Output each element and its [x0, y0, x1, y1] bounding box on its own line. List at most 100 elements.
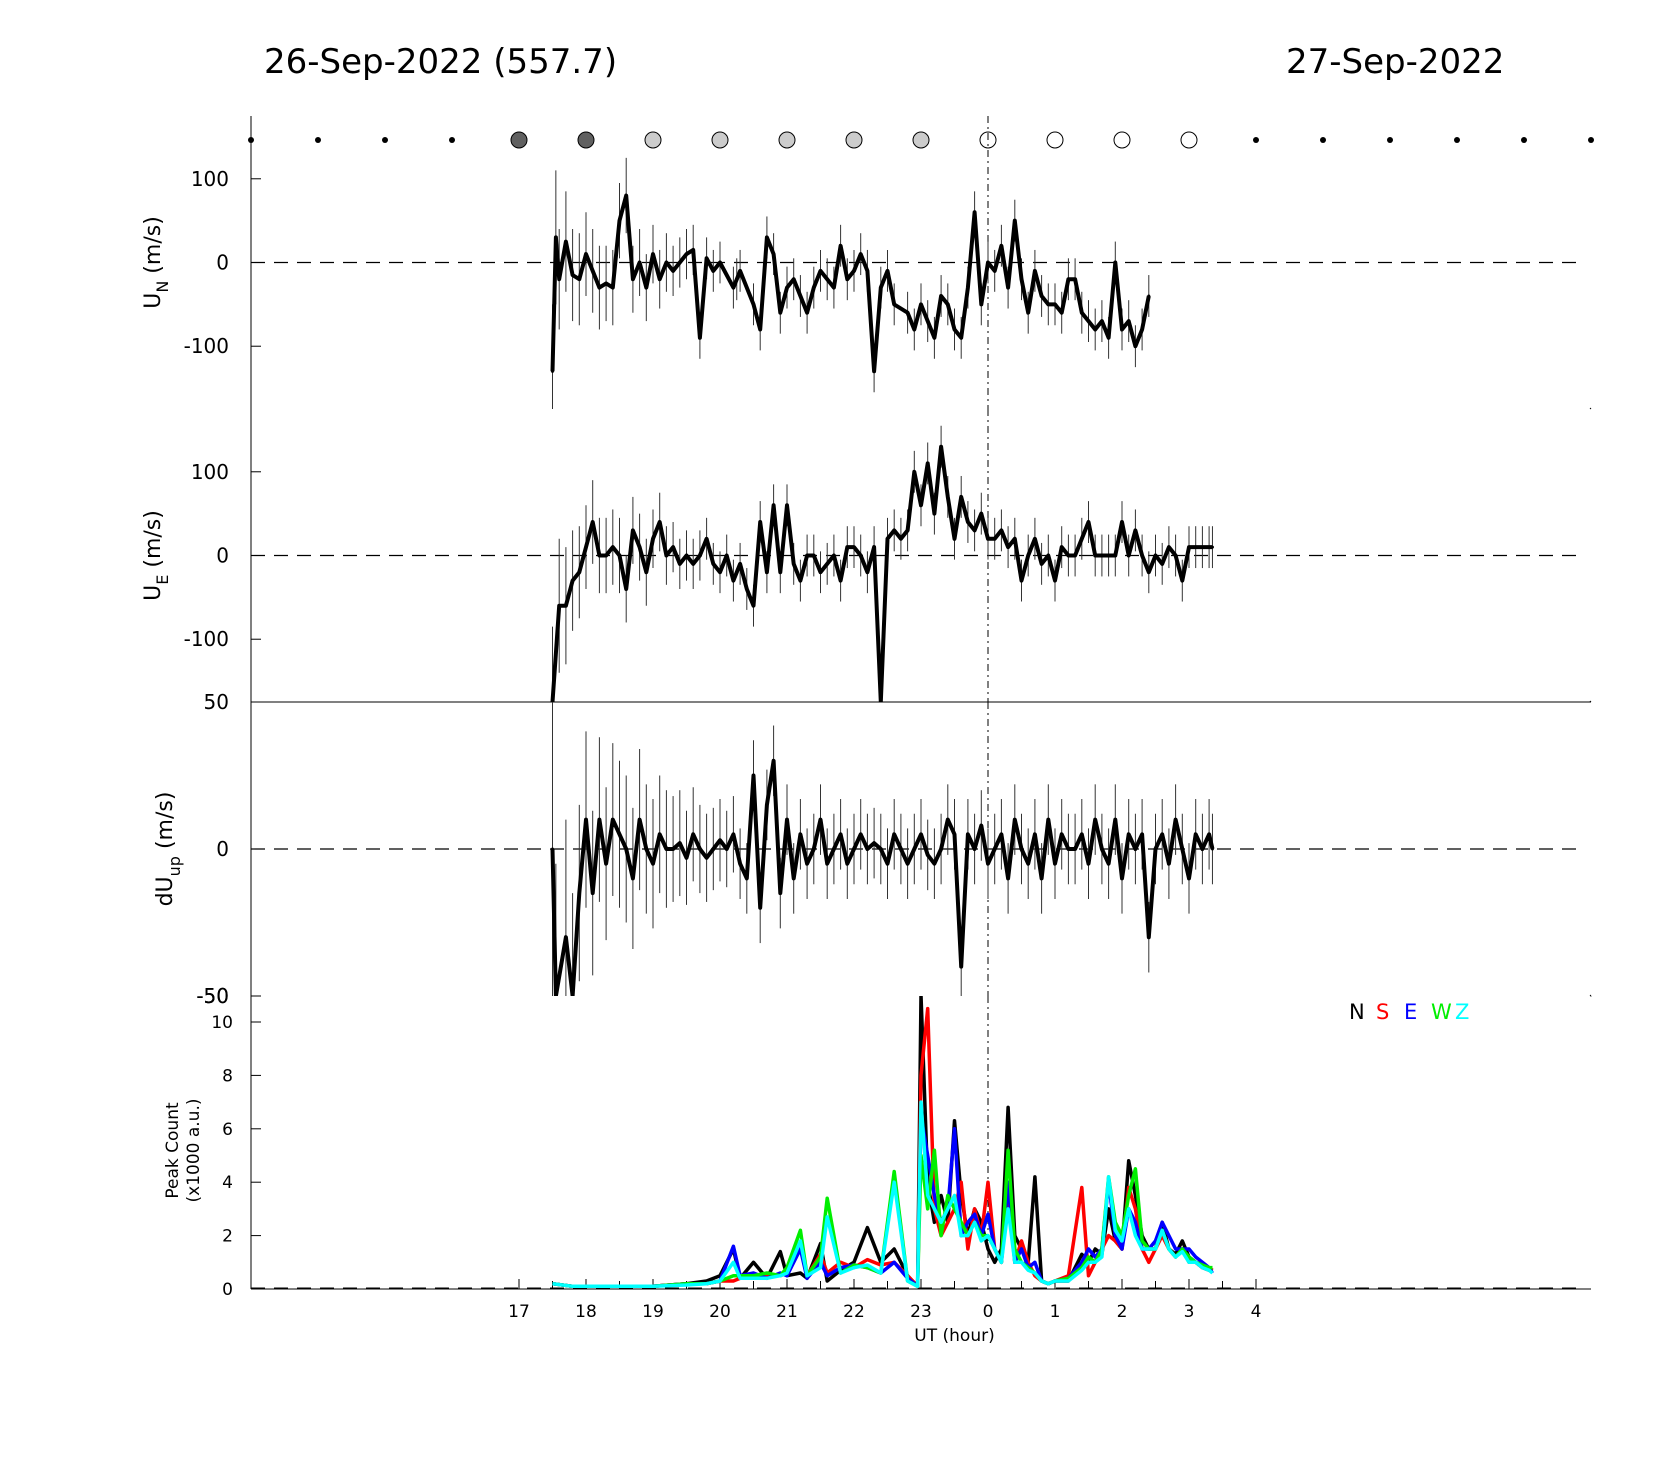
data-point [1033, 269, 1037, 273]
data-point [939, 445, 943, 449]
data-point [705, 856, 709, 860]
data-point [986, 261, 990, 264]
timeline-circle [510, 131, 528, 149]
data-point [671, 269, 675, 273]
data-point [624, 587, 628, 591]
data-point [1087, 319, 1090, 323]
data-point [812, 286, 816, 290]
y-axis-label: UN (m/s) [141, 216, 172, 309]
data-point [1133, 528, 1137, 532]
data-point [1040, 562, 1044, 566]
data-point [611, 818, 615, 822]
data-point [678, 261, 682, 264]
data-point [564, 240, 568, 244]
x-tick-label: 20 [709, 1302, 731, 1322]
data-point [691, 562, 695, 566]
timeline-circle [1113, 131, 1131, 149]
data-point [758, 520, 762, 524]
legend-s: S [1376, 1000, 1389, 1024]
data-point [551, 369, 554, 373]
data-point [725, 847, 729, 851]
data-point [731, 286, 735, 290]
data-point [852, 545, 856, 549]
data-point [845, 545, 849, 549]
y-tick-label: -100 [184, 627, 229, 651]
data-point [1113, 818, 1117, 822]
data-point [1174, 554, 1178, 557]
y-tick-label: -50 [196, 984, 229, 1008]
data-point [832, 847, 836, 851]
data-point [1107, 862, 1111, 866]
data-point [1020, 847, 1023, 851]
data-point [678, 841, 682, 845]
data-point [591, 269, 595, 273]
x-tick-label: 22 [843, 1302, 865, 1322]
data-point [879, 847, 883, 851]
data-point [1093, 554, 1097, 557]
timeline-circle [577, 131, 595, 149]
data-point [765, 235, 769, 239]
data-point [1093, 818, 1097, 822]
data-point [825, 862, 829, 866]
data-point [1127, 832, 1131, 836]
data-point [819, 818, 822, 822]
data-point [798, 832, 802, 836]
data-point [1200, 847, 1204, 851]
data-point [571, 994, 575, 996]
peak-count-legend: N S E W Z [1349, 1000, 1469, 1024]
data-point [872, 369, 876, 373]
data-point [664, 554, 668, 557]
data-point [832, 286, 836, 290]
data-point [966, 286, 970, 290]
data-point [785, 286, 789, 290]
data-point [812, 554, 816, 557]
data-point [1087, 862, 1090, 866]
data-point [932, 336, 936, 340]
data-point [1120, 876, 1124, 880]
y-label-main: U [141, 293, 166, 309]
data-point [1113, 554, 1117, 557]
data-point [611, 545, 615, 549]
data-point [1160, 562, 1164, 566]
panel-corner [1589, 407, 1592, 410]
data-point [959, 965, 963, 969]
data-point [1210, 545, 1214, 549]
data-point [778, 311, 782, 315]
y-label-line2: (x1000 a.u.) [184, 1099, 204, 1203]
data-point [953, 832, 956, 836]
y-axis-label: UE (m/s) [141, 510, 172, 601]
x-tick-label: 21 [776, 1302, 798, 1322]
data-point [892, 832, 896, 836]
x-tick-label: 0 [983, 1302, 994, 1322]
data-point [752, 774, 755, 777]
data-point [604, 554, 608, 557]
data-point [1107, 554, 1111, 557]
data-point [1026, 554, 1030, 557]
data-point [999, 244, 1003, 248]
left-date-title: 26-Sep-2022 (557.7) [264, 42, 618, 82]
data-point [705, 256, 709, 260]
data-point [591, 520, 595, 524]
timeline-dot [449, 137, 455, 143]
data-point [571, 273, 575, 277]
timeline-dot [1320, 137, 1326, 143]
data-point [772, 759, 776, 763]
data-point [886, 862, 889, 866]
data-point [1107, 336, 1111, 340]
data-point [993, 847, 997, 851]
data-point [1100, 319, 1104, 323]
data-point [819, 269, 822, 273]
x-tick-label: 17 [508, 1302, 530, 1322]
y-label-unit: (m/s) [141, 216, 166, 280]
data-point [631, 876, 635, 880]
data-point [1040, 294, 1044, 298]
timeline-circle [711, 131, 729, 149]
data-point [1174, 0, 1177, 2]
data-point [792, 876, 796, 880]
data-point [865, 847, 869, 851]
data-point [765, 803, 769, 807]
panel-ue-wind: 100 0 -100 UE (m/s) [141, 409, 1592, 703]
data-point [638, 818, 642, 822]
data-point [1026, 311, 1030, 315]
